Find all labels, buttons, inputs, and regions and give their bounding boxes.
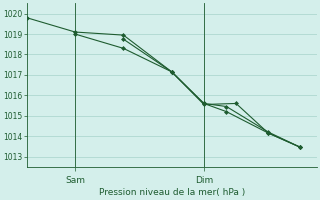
X-axis label: Pression niveau de la mer( hPa ): Pression niveau de la mer( hPa ): [99, 188, 245, 197]
